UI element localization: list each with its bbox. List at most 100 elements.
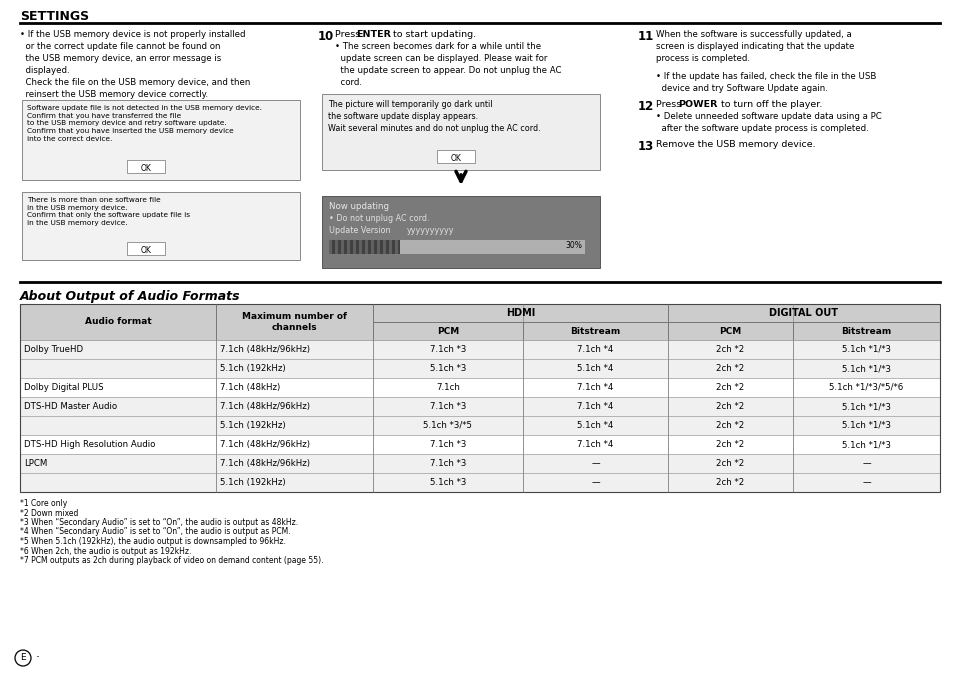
Bar [127, 242, 165, 255]
Bar [792, 454, 939, 473]
Bar [373, 378, 522, 397]
Bar [329, 240, 332, 254]
Bar [667, 435, 792, 454]
Bar [215, 416, 373, 435]
Bar [127, 160, 165, 173]
Text: 5.1ch *1/*3: 5.1ch *1/*3 [841, 421, 890, 430]
Text: Dolby Digital PLUS: Dolby Digital PLUS [24, 383, 104, 392]
Text: 5.1ch *4: 5.1ch *4 [577, 364, 613, 373]
Text: 7.1ch *4: 7.1ch *4 [577, 345, 613, 354]
Text: POWER: POWER [678, 100, 717, 109]
Bar [20, 304, 215, 340]
Bar [215, 378, 373, 397]
Text: 5.1ch *1/*3: 5.1ch *1/*3 [841, 402, 890, 411]
Bar [522, 378, 667, 397]
Bar [20, 397, 215, 416]
Bar [329, 240, 584, 254]
Text: • If the USB memory device is not properly installed
  or the correct update fil: • If the USB memory device is not proper… [20, 30, 245, 76]
Text: 7.1ch *4: 7.1ch *4 [577, 402, 613, 411]
Text: ·: · [36, 651, 40, 664]
Text: —: — [591, 478, 599, 487]
Text: 7.1ch (48kHz): 7.1ch (48kHz) [220, 383, 280, 392]
Text: PCM: PCM [719, 327, 740, 335]
Bar [792, 340, 939, 359]
Text: OK: OK [140, 246, 152, 255]
Text: Press: Press [656, 100, 683, 109]
Bar [322, 94, 599, 170]
Text: *2 Down mixed: *2 Down mixed [20, 508, 78, 518]
Text: DTS-HD Master Audio: DTS-HD Master Audio [24, 402, 117, 411]
Bar [522, 435, 667, 454]
Text: • The screen becomes dark for a while until the
  update screen can be displayed: • The screen becomes dark for a while un… [335, 42, 561, 88]
Text: PCM: PCM [436, 327, 458, 335]
Bar [373, 454, 522, 473]
Bar [373, 340, 522, 359]
Text: • Do not unplug AC cord.: • Do not unplug AC cord. [329, 214, 429, 223]
Text: 7.1ch: 7.1ch [436, 383, 459, 392]
Text: 7.1ch (48kHz/96kHz): 7.1ch (48kHz/96kHz) [220, 459, 310, 468]
Text: OK: OK [450, 154, 461, 163]
Text: 12: 12 [638, 100, 654, 113]
Bar [667, 473, 792, 492]
Bar [215, 359, 373, 378]
Text: E: E [20, 653, 26, 662]
Bar [329, 240, 399, 254]
Text: SETTINGS: SETTINGS [20, 10, 89, 23]
Bar [792, 378, 939, 397]
Bar [792, 416, 939, 435]
Text: 7.1ch (48kHz/96kHz): 7.1ch (48kHz/96kHz) [220, 345, 310, 354]
Text: Check the file on the USB memory device, and then
  reinsert the USB memory devi: Check the file on the USB memory device,… [20, 78, 250, 99]
Bar [792, 473, 939, 492]
Bar [667, 304, 939, 322]
Bar [371, 240, 374, 254]
Text: About Output of Audio Formats: About Output of Audio Formats [20, 290, 240, 303]
Text: —: — [862, 478, 870, 487]
Bar [667, 359, 792, 378]
Text: —: — [591, 459, 599, 468]
Text: —: — [862, 459, 870, 468]
Bar [322, 196, 599, 268]
Bar [667, 378, 792, 397]
Bar [373, 435, 522, 454]
Bar [522, 454, 667, 473]
Bar [215, 397, 373, 416]
Bar [376, 240, 379, 254]
Text: to start updating.: to start updating. [390, 30, 476, 39]
Text: 13: 13 [638, 140, 654, 153]
Bar [792, 322, 939, 340]
Text: Now updating: Now updating [329, 202, 389, 211]
Text: to turn off the player.: to turn off the player. [718, 100, 821, 109]
Text: 2ch *2: 2ch *2 [716, 345, 744, 354]
Text: 7.1ch *4: 7.1ch *4 [577, 440, 613, 449]
Text: HDMI: HDMI [505, 308, 535, 318]
Bar [20, 416, 215, 435]
Bar [436, 150, 475, 163]
Text: 5.1ch *3/*5: 5.1ch *3/*5 [423, 421, 472, 430]
Text: 7.1ch *3: 7.1ch *3 [430, 345, 466, 354]
Bar [792, 359, 939, 378]
Text: 10: 10 [317, 30, 334, 43]
Bar [382, 240, 386, 254]
Text: • If the update has failed, check the file in the USB
  device and try Software : • If the update has failed, check the fi… [656, 72, 876, 93]
Bar [340, 240, 344, 254]
Text: 2ch *2: 2ch *2 [716, 478, 744, 487]
Bar [373, 397, 522, 416]
Text: Dolby TrueHD: Dolby TrueHD [24, 345, 83, 354]
Text: 30%: 30% [564, 241, 581, 250]
Bar [335, 240, 337, 254]
Bar [667, 322, 792, 340]
Text: 5.1ch *1/*3: 5.1ch *1/*3 [841, 440, 890, 449]
Bar [358, 240, 361, 254]
Text: 7.1ch *3: 7.1ch *3 [430, 459, 466, 468]
Text: 2ch *2: 2ch *2 [716, 383, 744, 392]
Bar [20, 435, 215, 454]
Bar [395, 240, 397, 254]
Text: *6 When 2ch, the audio is output as 192kHz.: *6 When 2ch, the audio is output as 192k… [20, 547, 192, 556]
Bar [373, 322, 522, 340]
Bar [522, 322, 667, 340]
Text: *7 PCM outputs as 2ch during playback of video on demand content (page 55).: *7 PCM outputs as 2ch during playback of… [20, 556, 323, 565]
Text: 5.1ch (192kHz): 5.1ch (192kHz) [220, 478, 285, 487]
Text: 5.1ch *1/*3: 5.1ch *1/*3 [841, 364, 890, 373]
Bar [667, 340, 792, 359]
Text: OK: OK [140, 164, 152, 173]
